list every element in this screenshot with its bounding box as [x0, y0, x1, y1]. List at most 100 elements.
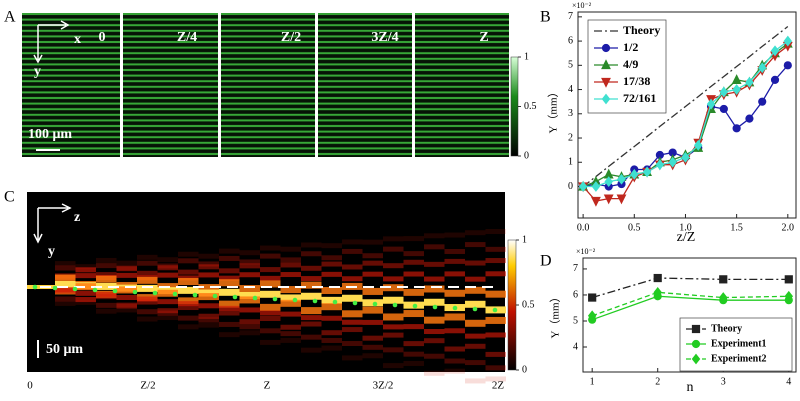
heatmap-band	[383, 324, 404, 330]
marker	[601, 93, 611, 105]
marker	[653, 286, 662, 298]
heatmap-band	[239, 250, 260, 256]
heatmap-band	[342, 310, 363, 318]
heatmap-band	[383, 284, 404, 292]
heatmap-band	[178, 269, 199, 275]
heatmap-band	[178, 315, 199, 321]
legend-label: 4/9	[623, 57, 638, 71]
heatmap-band	[75, 290, 96, 296]
trajectory-dot	[232, 294, 238, 300]
heatmap-band	[342, 294, 363, 302]
heatmap-band	[301, 307, 322, 315]
heatmap-band	[485, 332, 506, 338]
heatmap-band	[383, 363, 404, 369]
heatmap-band	[239, 319, 260, 325]
heatmap-band	[75, 299, 96, 305]
heatmap-band	[362, 299, 383, 307]
heatmap-band	[465, 378, 486, 384]
marker	[719, 275, 728, 284]
legend-label: 17/38	[623, 74, 650, 88]
heatmap-band	[260, 253, 281, 259]
heatmap-band	[116, 260, 137, 266]
heatmap-band	[137, 276, 158, 284]
heatmap-band	[444, 368, 465, 374]
heatmap-band	[342, 341, 363, 347]
heatmap-band	[465, 343, 486, 349]
heatmap-band	[485, 271, 506, 277]
marker	[601, 59, 611, 70]
heatmap-band	[280, 299, 301, 307]
heatmap-band	[424, 244, 445, 250]
colorbar-tick-label: 0	[522, 364, 527, 375]
heatmap-band	[362, 271, 383, 277]
y-tick-label: 2	[568, 132, 573, 143]
image-tile	[318, 13, 412, 157]
trajectory-dot	[332, 299, 338, 305]
position-label: Z/2	[281, 30, 301, 45]
heatmap-band	[178, 251, 199, 257]
heatmap-band	[157, 265, 178, 271]
heatmap-band	[465, 300, 486, 308]
heatmap-band	[198, 293, 219, 301]
heatmap-band	[55, 300, 76, 306]
heatmap-band	[75, 267, 96, 273]
trajectory-dot	[352, 300, 358, 306]
heatmap-band	[342, 264, 363, 270]
heatmap-band	[485, 376, 506, 382]
heatmap-band	[485, 351, 506, 357]
heatmap-band	[280, 331, 301, 337]
trajectory-dot	[112, 288, 118, 294]
x-tick-label: 3	[721, 376, 726, 387]
heatmap-band	[321, 243, 342, 249]
heatmap-band	[116, 272, 137, 278]
heatmap-band	[157, 272, 178, 278]
heatmap-band	[444, 271, 465, 277]
colorbar	[510, 56, 519, 157]
marker	[757, 62, 767, 74]
heatmap-band	[465, 260, 486, 266]
marker	[770, 45, 780, 57]
heatmap-band	[424, 353, 445, 359]
heatmap-band	[55, 265, 76, 271]
heatmap-band	[403, 360, 424, 366]
heatmap-band	[137, 299, 158, 305]
heatmap-band	[403, 341, 424, 347]
heatmap-band	[321, 287, 342, 295]
marker	[691, 339, 701, 349]
heatmap-band	[321, 330, 342, 336]
heatmap-band	[465, 276, 486, 282]
trajectory-dot	[372, 301, 378, 307]
heatmap-band	[383, 332, 404, 338]
heatmap-band	[403, 324, 424, 330]
heatmap-band	[342, 355, 363, 361]
legend-label: 1/2	[623, 40, 638, 54]
heatmap-band	[219, 268, 240, 274]
x-tick-label: 4	[786, 376, 791, 387]
heatmap-band	[198, 264, 219, 270]
heatmap-band	[424, 370, 445, 376]
trajectory-dot	[152, 290, 158, 296]
heatmap-band	[260, 339, 281, 345]
x-tick-label: 1.5	[730, 222, 743, 233]
colorbar-tick-label: 1	[522, 234, 527, 245]
heatmap-band	[465, 360, 486, 366]
heatmap-band	[260, 290, 281, 298]
heatmap-band	[321, 271, 342, 277]
heatmap-band	[178, 305, 199, 311]
heatmap-band	[301, 265, 322, 271]
heatmap-band	[55, 274, 76, 282]
heatmap-band	[157, 257, 178, 263]
heatmap-band	[485, 290, 506, 298]
trajectory-dot	[92, 287, 98, 293]
heatmap-band	[75, 283, 96, 291]
heatmap-band	[301, 315, 322, 321]
heatmap-band	[444, 313, 465, 321]
heatmap-band	[198, 253, 219, 259]
marker	[630, 168, 639, 180]
heatmap-band	[157, 263, 178, 269]
heatmap-band	[178, 278, 199, 286]
marker	[732, 84, 741, 95]
x-tick-label: 2	[655, 376, 660, 387]
heatmap-band	[280, 257, 301, 263]
axes-arrows	[33, 203, 72, 244]
